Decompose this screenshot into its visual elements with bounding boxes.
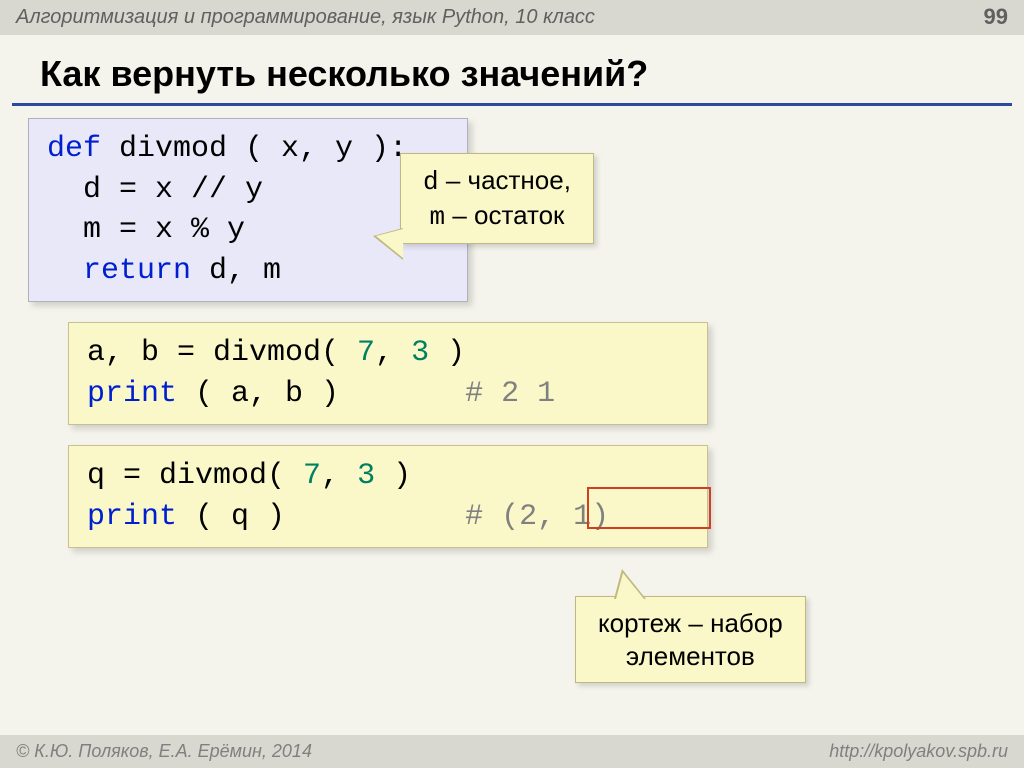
footer-bar: © К.Ю. Поляков, Е.А. Ерёмин, 2014 http:/… xyxy=(0,735,1024,768)
copyright: © К.Ю. Поляков, Е.А. Ерёмин, 2014 xyxy=(16,741,312,762)
header-bar: Алгоритмизация и программирование, язык … xyxy=(0,0,1024,35)
keyword-def: def xyxy=(47,132,101,166)
callout-tail-fill xyxy=(616,573,644,599)
code-block-tuple: q = divmod( 7, 3 ) print ( q ) # (2, 1) xyxy=(68,445,708,548)
callout-line: d – частное, xyxy=(423,164,571,199)
comment: # 2 1 xyxy=(465,377,555,411)
keyword-return: return xyxy=(83,254,191,288)
callout-tuple: кортеж – набор элементов xyxy=(575,596,806,683)
callout-tail-fill xyxy=(376,229,403,258)
breadcrumb: Алгоритмизация и программирование, язык … xyxy=(16,6,595,28)
source-url: http://kpolyakov.spb.ru xyxy=(829,741,1008,762)
slide-title: Как вернуть несколько значений? xyxy=(12,35,1012,106)
callout-line: элементов xyxy=(598,640,783,673)
callout-line: m – остаток xyxy=(423,199,571,234)
page-number: 99 xyxy=(984,4,1008,30)
content-area: def divmod ( x, y ): d = x // y m = x % … xyxy=(0,106,1024,580)
code-block-unpacked: a, b = divmod( 7, 3 ) print ( a, b ) # 2… xyxy=(68,322,708,425)
callout-line: кортеж – набор xyxy=(598,607,783,640)
highlight-box xyxy=(587,487,711,529)
keyword-print: print xyxy=(87,377,177,411)
keyword-print: print xyxy=(87,500,177,534)
callout-quotient-remainder: d – частное, m – остаток xyxy=(400,153,594,244)
